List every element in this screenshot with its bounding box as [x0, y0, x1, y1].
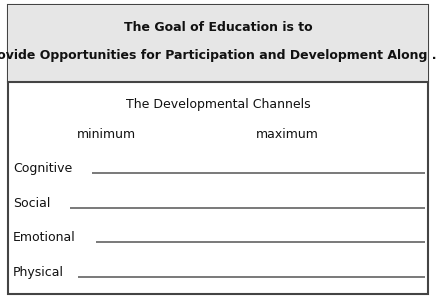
Text: Social: Social — [13, 197, 51, 210]
Text: Cognitive: Cognitive — [13, 162, 72, 176]
Text: The Developmental Channels: The Developmental Channels — [126, 98, 310, 111]
Text: maximum: maximum — [256, 128, 319, 141]
Text: The Goal of Education is to: The Goal of Education is to — [124, 21, 312, 34]
Text: Provide Opportunities for Participation and Development Along . . .: Provide Opportunities for Participation … — [0, 49, 436, 62]
Text: Emotional: Emotional — [13, 231, 76, 244]
Bar — [8, 5, 428, 82]
Text: Physical: Physical — [13, 266, 64, 279]
Text: minimum: minimum — [77, 128, 136, 141]
